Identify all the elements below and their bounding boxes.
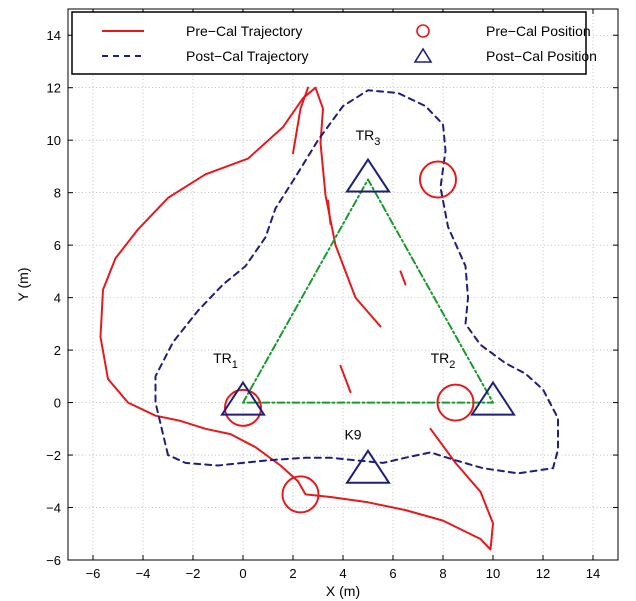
y-tick-label: −6 bbox=[46, 553, 61, 568]
x-tick-label: 0 bbox=[239, 566, 246, 581]
grid bbox=[68, 9, 618, 561]
y-tick-label: 0 bbox=[54, 396, 61, 411]
x-tick-label: −4 bbox=[136, 566, 151, 581]
x-tick-label: 12 bbox=[536, 566, 550, 581]
x-axis-label: X (m) bbox=[326, 583, 360, 599]
annotation-label: TR1 bbox=[213, 350, 238, 371]
axes: −6 −4 −2 0 2 4 6 8 10 12 14 −6 −4 −2 0 2 4 6 8 10 12 14 X (m) Y… bbox=[15, 8, 619, 599]
pre-cal-position-marker bbox=[224, 388, 262, 427]
pre-cal-trajectory-line bbox=[204, 86, 382, 328]
y-axis-label: Y (m) bbox=[15, 268, 31, 302]
x-tick-label: −2 bbox=[186, 566, 201, 581]
legend-label: Post−Cal Position bbox=[486, 48, 597, 64]
legend-swatch-circle bbox=[416, 24, 430, 38]
legend-box bbox=[71, 11, 587, 75]
post-cal-position-marker bbox=[470, 380, 516, 416]
x-tick-label: 2 bbox=[289, 566, 296, 581]
y-tick-label: 6 bbox=[54, 238, 61, 253]
pre-cal-position-marker bbox=[436, 383, 475, 422]
x-tick-label: 6 bbox=[389, 566, 396, 581]
pre-cal-trajectory-line bbox=[292, 86, 309, 155]
y-tick-label: 10 bbox=[47, 133, 61, 148]
x-tick-label: 10 bbox=[486, 566, 500, 581]
legend: Pre−Cal Trajectory Post−Cal Trajectory Pre… bbox=[71, 11, 597, 75]
legend-swatch-triangle bbox=[413, 47, 433, 63]
connector-line bbox=[242, 178, 494, 404]
pre-cal-position-marker bbox=[281, 475, 320, 514]
pre-cal-position-marker bbox=[419, 160, 457, 199]
pre-cal-trajectory-line bbox=[327, 199, 332, 226]
y-tick-label: 2 bbox=[54, 343, 61, 358]
pre-cal-trajectory-line bbox=[99, 173, 494, 551]
y-tick-label: 12 bbox=[47, 81, 61, 96]
y-tick-label: 8 bbox=[54, 186, 61, 201]
post-cal-position-marker bbox=[220, 380, 266, 416]
data-layer: TR1 TR2 TR3 K9 bbox=[99, 86, 559, 551]
post-cal-position-marker bbox=[345, 448, 391, 484]
pre-cal-trajectory-line bbox=[339, 364, 352, 394]
x-tick-label: 8 bbox=[439, 566, 446, 581]
x-tick-label: 4 bbox=[339, 566, 346, 581]
annotation-label: TR3 bbox=[356, 127, 381, 148]
y-tick-label: 14 bbox=[47, 28, 61, 43]
legend-label: Pre−Cal Position bbox=[486, 23, 591, 39]
x-tick-label: 14 bbox=[586, 566, 600, 581]
y-tick-label: −2 bbox=[46, 448, 61, 463]
legend-label: Pre−Cal Trajectory bbox=[186, 23, 302, 39]
post-cal-position-marker bbox=[345, 157, 391, 193]
post-cal-trajectory-line bbox=[154, 89, 559, 475]
y-tick-label: −4 bbox=[46, 501, 61, 516]
y-tick-label: 4 bbox=[54, 291, 61, 306]
x-tick-label: −6 bbox=[86, 566, 101, 581]
legend-label: Post−Cal Trajectory bbox=[186, 48, 309, 64]
annotation-label: TR2 bbox=[431, 350, 456, 371]
annotation-label: K9 bbox=[344, 426, 361, 442]
pre-cal-trajectory-line bbox=[399, 270, 407, 286]
